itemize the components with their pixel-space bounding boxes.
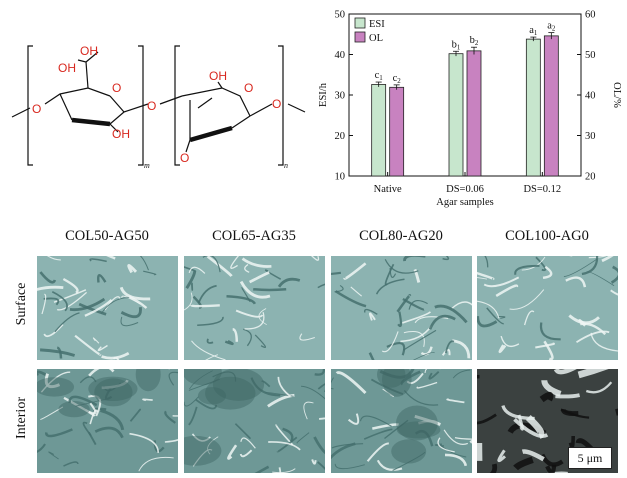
significance-label: b1 [452, 39, 461, 51]
y-axis-label-right: OL/% [611, 82, 622, 108]
significance-label: a2 [547, 21, 556, 33]
linking-oxygen-middle: O [147, 99, 156, 113]
interior-micrograph-col65-ag35 [184, 369, 325, 473]
legend-swatch-ol [354, 31, 366, 43]
bridge-oxygen-label: O [180, 151, 189, 165]
ring-oxygen-2: O [244, 81, 253, 95]
significance-label: c2 [393, 73, 402, 85]
oh-right-unit-label: OH [209, 69, 227, 83]
bar-ol [466, 50, 482, 177]
y-right-tick-label: 50 [585, 50, 596, 61]
y-right-tick-label: 40 [585, 91, 596, 102]
oh-top-label: OH [80, 44, 98, 58]
interior-micrograph-col50-ag50 [37, 369, 178, 473]
y-left-tick-label: 10 [335, 172, 346, 183]
scale-bar: 5 μm [568, 447, 612, 469]
ring-oxygen-1: O [112, 81, 121, 95]
bar-ol [543, 35, 559, 177]
column-title-col80-ag20: COL80-AG20 [359, 228, 443, 244]
row-label-surface: Surface [14, 282, 29, 326]
column-title-col100-ag0: COL100-AG0 [505, 228, 589, 244]
surface-micrograph-col50-ag50 [37, 256, 178, 360]
x-axis-label: Agar samples [436, 197, 493, 208]
y-right-tick-label: 20 [585, 172, 596, 183]
interior-micrograph-col80-ag20 [331, 369, 472, 473]
y-axis-label-left: ESI/h [318, 82, 329, 107]
linking-oxygen-right: O [272, 97, 281, 111]
legend-label-ol: OL [369, 33, 383, 44]
scale-bar-label: 5 μm [577, 451, 603, 465]
surface-micrograph-col80-ag20 [331, 256, 472, 360]
bar-esi [371, 84, 387, 177]
y-left-tick-label: 20 [335, 131, 346, 142]
right-bracket-close [278, 45, 284, 166]
oh-left-label: OH [58, 61, 76, 75]
y-right-tick-label: 30 [585, 131, 596, 142]
column-title-col50-ag50: COL50-AG50 [65, 228, 149, 244]
significance-label: b2 [470, 35, 479, 47]
surface-micrograph-col100-ag0 [477, 256, 618, 360]
x-tick-label: Native [374, 184, 402, 195]
row-label-interior: Interior [14, 397, 29, 439]
y-left-tick-label: 50 [335, 10, 346, 21]
left-bracket-open [27, 45, 33, 166]
y-left-tick-label: 30 [335, 91, 346, 102]
subscript-n: n [284, 161, 288, 170]
y-left-tick-label: 40 [335, 50, 346, 61]
x-tick-label: DS=0.06 [446, 184, 484, 195]
bar-ol [389, 86, 405, 177]
x-tick-label: DS=0.12 [523, 184, 561, 195]
esi-ol-bar-chart: 10 20 30 40 50 20 30 40 50 60 ESI/h OL/% Agar sample… [318, 10, 622, 209]
subscript-m: m [144, 161, 150, 170]
bar-esi [448, 53, 464, 177]
legend-label-esi: ESI [369, 19, 385, 30]
agar-structure-diagram: OH OH OH O O O O O OH O m n [11, 44, 306, 170]
surface-micrograph-col65-ag35 [184, 256, 325, 360]
column-title-col65-ag35: COL65-AG35 [212, 228, 296, 244]
oh-bottom-label: OH [112, 127, 130, 141]
significance-label: a1 [529, 25, 538, 37]
significance-label: c1 [375, 70, 384, 82]
linking-oxygen-left: O [32, 102, 41, 116]
right-bracket-open [174, 45, 180, 166]
legend-swatch-esi [354, 17, 366, 29]
y-right-tick-label: 60 [585, 10, 596, 21]
bar-esi [525, 38, 541, 177]
